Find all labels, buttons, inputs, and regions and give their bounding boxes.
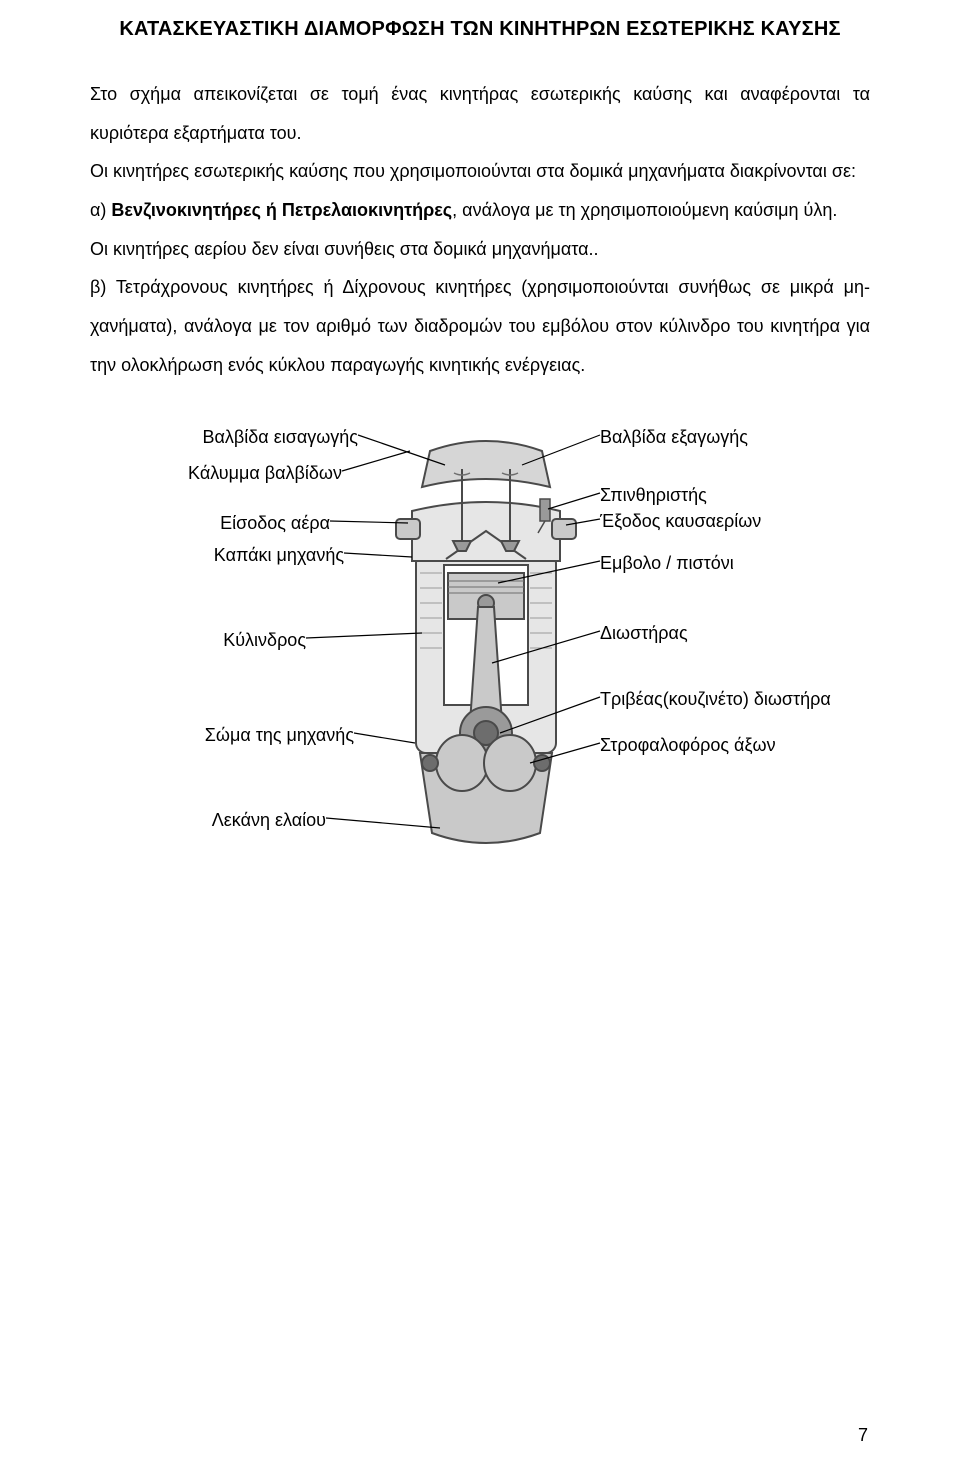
page-title: ΚΑΤΑΣΚΕΥΑΣΤΙΚΗ ΔΙΑΜΟΡΦΩΣΗ ΤΩΝ ΚΙΝΗΤΗΡΩΝ … [90,18,870,41]
label-cylinder: Κύλινδρος [223,630,306,651]
label-oil-pan: Λεκάνη ελαίου [212,810,326,831]
label-conrod: Διωστήρας [600,623,688,644]
label-exhaust: Έξοδος καυσαερίων [600,511,761,532]
para-4: Οι κινητήρες αερίου δεν είναι συνήθεις σ… [90,239,599,259]
label-exhaust-valve: Βαλβίδα εξαγωγής [600,427,748,448]
para-3-bold: Βενζινοκινητήρες ή Πετρελαιοκινητήρες [111,200,452,220]
para-5: β) Τετράχρονους κινητήρες ή Δίχρονους κι… [90,277,870,374]
para-3-prefix: α) [90,200,111,220]
label-crank: Στροφαλοφόρος άξων [600,735,776,756]
body-text: Στο σχήμα απεικονίζεται σε τομή ένας κιν… [90,75,870,385]
label-intake-valve: Βαλβίδα εισαγωγής [203,427,358,448]
label-block: Σώμα της μηχανής [205,725,354,746]
label-spark-plug: Σπινθηριστής [600,485,707,506]
page-number: 7 [858,1425,868,1446]
para-3-suffix: , ανάλογα με τη χρησιμοποιούμενη καύσιμη… [452,200,837,220]
label-bearing: Τριβέας(κουζινέτο) διωστήρα [600,689,831,710]
page: ΚΑΤΑΣΚΕΥΑΣΤΙΚΗ ΔΙΑΜΟΡΦΩΣΗ ΤΩΝ ΚΙΝΗΤΗΡΩΝ … [0,0,960,1468]
label-valve-cover: Κάλυμμα βαλβίδων [188,463,342,484]
para-1: Στο σχήμα απεικονίζεται σε τομή ένας κιν… [90,84,870,143]
engine-figure: Βαλβίδα εισαγωγής Κάλυμμα βαλβίδων Είσοδ… [90,413,870,913]
engine-diagram-icon [390,423,582,853]
label-head: Καπάκι μηχανής [214,545,344,566]
label-piston: Εμβολο / πιστόνι [600,553,734,574]
para-2: Οι κινητήρες εσωτερικής καύσης που χρησι… [90,161,856,181]
label-air-inlet: Είσοδος αέρα [220,513,330,534]
